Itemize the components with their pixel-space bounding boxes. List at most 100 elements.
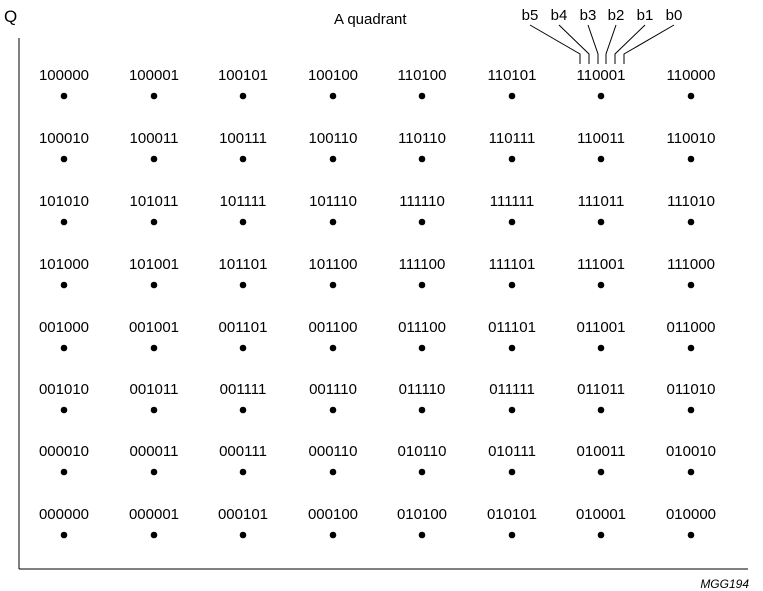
constellation-point: 010001 bbox=[576, 506, 626, 539]
point-dot bbox=[239, 468, 247, 476]
point-code-label: 101101 bbox=[219, 256, 268, 273]
point-code-label: 111100 bbox=[399, 256, 446, 273]
bit-label: b1 bbox=[637, 7, 654, 24]
point-dot bbox=[150, 344, 158, 352]
constellation-point: 100001 bbox=[129, 67, 179, 100]
point-code-label: 111010 bbox=[667, 193, 715, 210]
constellation-point: 001101 bbox=[219, 319, 268, 352]
point-code-label: 110100 bbox=[398, 67, 447, 84]
constellation-point: 010111 bbox=[488, 443, 536, 476]
point-code-label: 110101 bbox=[488, 67, 537, 84]
point-dot bbox=[687, 155, 695, 163]
point-dot bbox=[508, 92, 516, 100]
point-dot bbox=[329, 406, 337, 414]
point-dot bbox=[687, 218, 695, 226]
point-dot bbox=[329, 92, 337, 100]
point-code-label: 001011 bbox=[130, 381, 179, 398]
point-dot bbox=[597, 406, 605, 414]
point-code-label: 010000 bbox=[666, 506, 716, 523]
constellation-point: 000001 bbox=[129, 506, 179, 539]
constellation-point: 100000 bbox=[39, 67, 89, 100]
q-axis-label: Q bbox=[4, 7, 17, 26]
point-dot bbox=[508, 468, 516, 476]
constellation-point: 101011 bbox=[130, 193, 179, 226]
bit-label: b0 bbox=[666, 7, 683, 24]
point-dot bbox=[60, 155, 68, 163]
constellation-point: 111110 bbox=[399, 193, 445, 226]
point-code-label: 100000 bbox=[39, 67, 89, 84]
point-dot bbox=[508, 155, 516, 163]
point-dot bbox=[418, 281, 426, 289]
point-code-label: 101111 bbox=[220, 193, 267, 210]
point-dot bbox=[150, 468, 158, 476]
point-code-label: 100110 bbox=[309, 130, 358, 147]
constellation-point: 101001 bbox=[129, 256, 179, 289]
point-code-label: 011000 bbox=[667, 319, 716, 336]
point-code-label: 001101 bbox=[219, 319, 268, 336]
bit-annotation: b5 b4 b3 b2 b1 b0 bbox=[522, 7, 683, 64]
constellation-point: 101010 bbox=[39, 193, 89, 226]
point-code-label: 000000 bbox=[39, 506, 89, 523]
point-code-label: 110010 bbox=[667, 130, 716, 147]
bit-label: b5 bbox=[522, 7, 539, 24]
point-code-label: 111011 bbox=[578, 193, 625, 210]
constellation-point: 110101 bbox=[488, 67, 537, 100]
point-dot bbox=[687, 92, 695, 100]
constellation-point: 111010 bbox=[667, 193, 715, 226]
point-code-label: 000011 bbox=[130, 443, 179, 460]
bit-leader-line bbox=[623, 24, 675, 64]
constellation-point: 011010 bbox=[667, 381, 715, 414]
constellation-grid: 100000 100001 100101 100100 110100 110101 1100… bbox=[39, 67, 716, 539]
constellation-point: 000100 bbox=[308, 506, 358, 539]
constellation-point: 100111 bbox=[219, 130, 267, 163]
constellation-point: 101111 bbox=[220, 193, 267, 226]
point-dot bbox=[60, 344, 68, 352]
point-dot bbox=[239, 92, 247, 100]
point-dot bbox=[597, 468, 605, 476]
constellation-point: 100010 bbox=[39, 130, 89, 163]
constellation-point: 001011 bbox=[130, 381, 179, 414]
bit-label: b2 bbox=[608, 7, 625, 24]
point-dot bbox=[687, 406, 695, 414]
point-code-label: 011110 bbox=[399, 381, 446, 398]
constellation-point: 101101 bbox=[219, 256, 268, 289]
point-dot bbox=[239, 344, 247, 352]
constellation-point: 001110 bbox=[309, 381, 357, 414]
point-dot bbox=[239, 531, 247, 539]
constellation-point: 110111 bbox=[489, 130, 535, 163]
point-code-label: 100001 bbox=[129, 67, 179, 84]
point-code-label: 100101 bbox=[218, 67, 268, 84]
point-dot bbox=[418, 406, 426, 414]
constellation-point: 001001 bbox=[129, 319, 179, 352]
point-code-label: 010100 bbox=[397, 506, 447, 523]
point-code-label: 100100 bbox=[308, 67, 358, 84]
point-dot bbox=[418, 155, 426, 163]
quadrant-label: A quadrant bbox=[334, 11, 407, 28]
point-dot bbox=[597, 344, 605, 352]
constellation-point: 011101 bbox=[488, 319, 536, 352]
point-code-label: 001010 bbox=[39, 381, 89, 398]
constellation-point: 110110 bbox=[398, 130, 446, 163]
constellation-point: 111101 bbox=[489, 256, 536, 289]
point-code-label: 101100 bbox=[309, 256, 358, 273]
point-code-label: 111101 bbox=[489, 256, 536, 273]
constellation-point: 110011 bbox=[577, 130, 625, 163]
constellation-point: 011100 bbox=[398, 319, 446, 352]
point-dot bbox=[150, 406, 158, 414]
point-dot bbox=[329, 344, 337, 352]
constellation-point: 100101 bbox=[218, 67, 268, 100]
bit-leader-line bbox=[529, 24, 581, 64]
point-dot bbox=[329, 218, 337, 226]
constellation-point: 100110 bbox=[309, 130, 358, 163]
point-code-label: 100011 bbox=[130, 130, 179, 147]
point-code-label: 101011 bbox=[130, 193, 179, 210]
constellation-point: 010101 bbox=[487, 506, 537, 539]
point-dot bbox=[418, 531, 426, 539]
constellation-point: 001111 bbox=[220, 381, 266, 414]
constellation-point: 110001 bbox=[577, 67, 625, 100]
point-dot bbox=[150, 218, 158, 226]
point-code-label: 111001 bbox=[577, 256, 625, 273]
point-dot bbox=[329, 531, 337, 539]
point-code-label: 001000 bbox=[39, 319, 89, 336]
point-dot bbox=[150, 92, 158, 100]
